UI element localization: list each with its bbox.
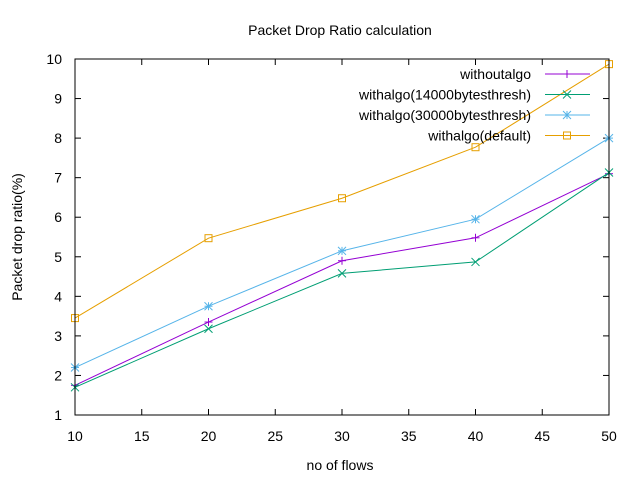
chart-title: Packet Drop Ratio calculation bbox=[248, 22, 432, 38]
data-point bbox=[338, 194, 346, 203]
y-tick-label: 1 bbox=[54, 407, 62, 423]
plot-area bbox=[70, 60, 614, 392]
y-tick-label: 7 bbox=[54, 170, 62, 186]
plot-frame bbox=[74, 58, 610, 416]
data-point bbox=[204, 234, 213, 243]
data-point bbox=[471, 214, 480, 224]
x-tick-label: 20 bbox=[201, 428, 217, 444]
x-tick-label: 30 bbox=[334, 428, 350, 444]
y-tick-label: 10 bbox=[46, 51, 62, 67]
y-tick-label: 6 bbox=[54, 209, 62, 225]
data-point bbox=[471, 143, 480, 152]
data-point bbox=[204, 318, 213, 327]
legend-marker bbox=[562, 90, 572, 99]
legend: withoutalgo withalgo(14000bytesthresh) wit… bbox=[358, 66, 590, 144]
x-axis-label: no of flows bbox=[307, 457, 374, 473]
data-point bbox=[204, 301, 213, 311]
data-point bbox=[471, 233, 480, 242]
x-tick-label: 35 bbox=[401, 428, 417, 444]
y-tick-label: 9 bbox=[54, 91, 62, 107]
legend-label: withalgo(default) bbox=[427, 128, 531, 144]
x-tick-label: 25 bbox=[267, 428, 283, 444]
x-tick-label: 45 bbox=[534, 428, 550, 444]
legend-marker bbox=[562, 110, 572, 120]
legend-label: withalgo(14000bytesthresh) bbox=[358, 87, 531, 103]
y-axis-label: Packet drop ratio(%) bbox=[9, 173, 25, 301]
data-point bbox=[338, 256, 346, 265]
y-tick-label: 8 bbox=[54, 130, 62, 146]
x-tick-label: 15 bbox=[134, 428, 150, 444]
x-tick-label: 10 bbox=[67, 428, 83, 444]
legend-label: withoutalgo bbox=[459, 66, 531, 82]
legend-label: withalgo(30000bytesthresh) bbox=[358, 107, 531, 123]
x-tick-label: 50 bbox=[601, 428, 617, 444]
data-point bbox=[337, 269, 347, 278]
data-point bbox=[337, 246, 347, 256]
y-tick-label: 3 bbox=[54, 328, 62, 344]
y-tick-label: 2 bbox=[54, 367, 62, 383]
series-line bbox=[74, 63, 610, 319]
y-tick-label: 5 bbox=[54, 249, 62, 265]
data-point bbox=[204, 324, 213, 334]
legend-marker bbox=[563, 131, 571, 140]
legend-marker bbox=[563, 70, 571, 78]
data-point bbox=[471, 257, 480, 267]
x-tick-label: 40 bbox=[468, 428, 484, 444]
y-tick-label: 4 bbox=[54, 288, 62, 304]
